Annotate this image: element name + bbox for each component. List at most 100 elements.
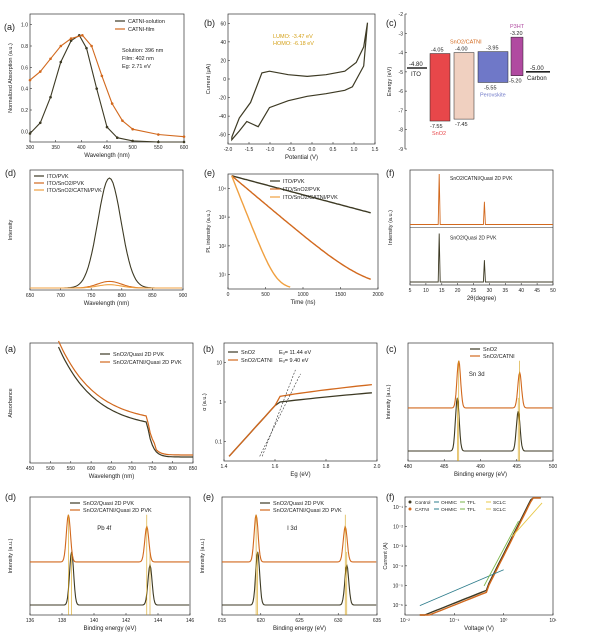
data-point: [69, 37, 73, 40]
data-point: [49, 57, 52, 61]
y-tick-label: 10²: [219, 244, 227, 250]
x-tick-label: 2.0: [374, 464, 381, 470]
core-level-label: I 3d: [287, 526, 297, 532]
x-tick-label: 10¹: [549, 618, 557, 624]
x-tick-label: 10⁰: [500, 618, 508, 624]
y-tick-label: -8: [399, 128, 404, 134]
y-tick-label: 0: [223, 77, 226, 83]
legend-label: Control: [415, 500, 430, 506]
x-tick-label: 500: [46, 466, 55, 472]
x-tick-label: 140: [90, 618, 99, 624]
level-value: -5.00: [530, 66, 544, 72]
data-point: [100, 74, 104, 78]
x-tick-label: 700: [56, 293, 65, 299]
y-axis-label: PL intensity (a.u.): [206, 210, 212, 253]
x-tick-label: 136: [26, 618, 35, 624]
level-value: -7.45: [455, 122, 468, 128]
level-value: -3.95: [486, 46, 499, 52]
data-point: [157, 140, 160, 144]
x-tick-label: 800: [118, 293, 127, 299]
x-tick-label: 495: [513, 464, 522, 470]
x-tick-label: 450: [26, 466, 35, 472]
panel-5: (f) 5 10 15 20 25 30 35 40 45 50 2θ(degree) Intensit…: [386, 168, 556, 302]
x-axis-label: Binding energy (eV): [454, 472, 507, 478]
legend-label: OHMIC: [441, 500, 458, 506]
legend-label: ITO/SnO2/PVK: [283, 187, 321, 193]
x-tick-label: 750: [148, 466, 157, 472]
x-tick-label: 144: [154, 618, 163, 624]
x-tick-label: 0.0: [309, 147, 316, 153]
panel-letter: (f): [386, 168, 395, 178]
x-tick-label: 500: [128, 145, 137, 151]
level-name: P3HT: [510, 24, 525, 30]
series-line: [57, 346, 193, 458]
plot-frame: [29, 13, 185, 143]
x-tick-label: 620: [257, 618, 266, 624]
x-tick-label: 615: [218, 618, 227, 624]
legend-label: CATNI-film: [128, 27, 155, 33]
legend-label: TFL: [467, 507, 476, 513]
x-tick-label: 600: [180, 145, 189, 151]
panel-0: (a) 300 350 400 450 500 550 600 0.0 0.2 0.4 0.6 0.8 1…: [4, 13, 189, 159]
level-value: -4.80: [409, 62, 423, 68]
data-point: [28, 78, 32, 82]
data-point: [157, 133, 160, 136]
y-tick-label: 0.1: [215, 439, 222, 445]
xps-spectrum: [30, 514, 190, 563]
panel-1: (b) -2.0 -1.5 -1.0 -0.5 0.0 0.5 1.0 1.5 -60 -40 -20…: [204, 13, 379, 161]
legend-label: SnO2/Quasi 2D PVK: [83, 501, 134, 507]
legend-label: ITO/PVK: [283, 179, 305, 185]
data-point: [121, 119, 124, 122]
panel-letter: (e): [203, 492, 214, 502]
data-point: [182, 140, 186, 144]
core-level-label: Pb 4f: [97, 526, 111, 532]
x-tick-label: 300: [26, 145, 35, 151]
y-tick-label: 10: [216, 361, 222, 367]
annotation: HOMO: -6.18 eV: [273, 41, 314, 47]
annotation: Eg: 2.71 eV: [122, 64, 151, 70]
x-tick-label: 146: [186, 618, 195, 624]
y-tick-label: 10⁻⁶: [393, 603, 403, 609]
data-point: [59, 44, 63, 48]
plot-frame: [404, 496, 554, 616]
xps-spectrum: [30, 551, 190, 606]
series-line: [30, 284, 182, 289]
sclc-fit: [512, 502, 543, 537]
x-tick-label: 1.4: [221, 464, 228, 470]
data-point: [49, 95, 52, 99]
legend-label: ITO/SnO2/CATNI/PVK: [283, 195, 338, 201]
xps-spectrum: [408, 360, 553, 409]
data-point: [69, 39, 73, 42]
legend-label: SnO2: [241, 350, 255, 356]
y-tick-label: 0.6: [21, 65, 28, 71]
y-tick-label: -2: [399, 12, 404, 18]
x-tick-label: 25: [471, 288, 477, 294]
x-tick-label: 1000: [297, 292, 308, 298]
y-axis-label: Intensity (a.u.): [200, 538, 206, 573]
plot-frame: [407, 342, 554, 462]
y-tick-label: 10⁻²: [393, 525, 403, 531]
xps-spectrum: [408, 397, 553, 452]
x-tick-label: 550: [154, 145, 163, 151]
data-point: [85, 46, 88, 50]
level-value: -4.05: [431, 48, 444, 54]
panel-11: (f) 10⁻² 10⁻¹ 10⁰ 10¹ 10⁻⁶ 10⁻⁵ 10⁻⁴ 10⁻³ 10⁻² 10⁻…: [383, 492, 557, 632]
x-tick-label: 480: [404, 464, 413, 470]
legend-label: SnO2/Quasi 2D PVK: [113, 352, 164, 358]
x-tick-label: 500: [549, 464, 558, 470]
legend-label: SnO2/CATNI/Quasi 2D PVK: [113, 360, 182, 366]
panel-letter: (d): [5, 168, 16, 178]
x-axis-label: Wavelength (nm): [89, 474, 134, 480]
data-point: [115, 136, 119, 140]
x-tick-label: 1.0: [351, 147, 358, 153]
legend-label: SnO2/CATNI/Quasi 2D PVK: [83, 508, 152, 514]
panel-energy: (c)-2 -3 -4 -5 -6 -7 -8 -9 Energy (eV) -4.80 ITO -4…: [386, 12, 550, 153]
x-tick-label: 650: [107, 466, 116, 472]
y-tick-label: 10¹: [219, 273, 227, 279]
panel-7: (b) 1.4 1.6 1.8 2.0 0.1 1 10 Eg (eV) α (a.u.) SnO2…: [202, 342, 381, 478]
legend-label: SnO2: [483, 347, 497, 353]
y-tick-label: 0.2: [21, 108, 28, 114]
panel-letter: (a): [5, 344, 16, 354]
panel-6: (a) 450 500 550 600 650 700 750 800 850 Wavelength…: [5, 340, 197, 480]
